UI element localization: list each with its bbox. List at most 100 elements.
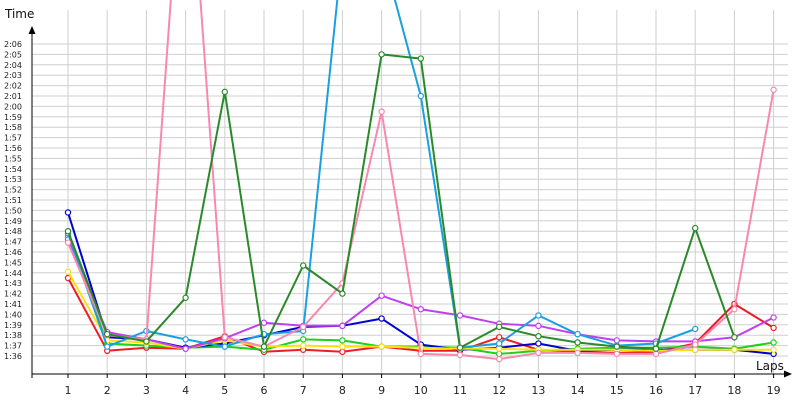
x-tick-label: 17	[688, 384, 702, 397]
data-point	[574, 330, 581, 338]
data-point	[339, 348, 346, 356]
axes: Time Laps	[4, 7, 792, 378]
data-point	[103, 343, 111, 350]
data-point	[496, 345, 503, 352]
data-point	[378, 315, 385, 322]
data-point	[456, 312, 464, 319]
y-tick-label: 1:39	[4, 321, 22, 330]
x-tick-label: 5	[221, 384, 228, 397]
data-point	[770, 314, 777, 321]
y-tick-label: 2:01	[4, 92, 22, 101]
y-tick-label: 2:05	[4, 50, 22, 59]
data-point	[652, 345, 660, 352]
x-tick-labels: 1 2 3 4 5 6 7 8 9 10 11 12 13 14 15 16 17 18 19	[65, 384, 781, 397]
series-line	[67, 0, 696, 349]
data-point	[535, 349, 542, 357]
data-point	[770, 86, 777, 93]
y-tick-label: 1:58	[4, 123, 22, 132]
x-tick-label: 19	[767, 384, 781, 397]
data-point	[692, 346, 699, 353]
y-tick-label: 2:03	[4, 71, 22, 80]
y-tick-label: 1:50	[4, 206, 22, 215]
data-point	[378, 51, 385, 58]
y-tick-label: 2:02	[4, 82, 22, 91]
y-tick-label: 1:44	[4, 269, 22, 278]
data-point	[613, 343, 621, 350]
y-tick-label: 1:52	[4, 186, 22, 195]
data-point	[182, 294, 189, 301]
data-point	[300, 323, 307, 331]
data-point	[182, 336, 189, 343]
data-point	[64, 268, 72, 275]
x-tick-label: 18	[727, 384, 741, 397]
x-tick-label: 9	[378, 384, 385, 397]
data-point	[574, 339, 581, 346]
data-point	[496, 350, 503, 358]
data-point	[770, 324, 777, 332]
data-point	[770, 339, 777, 346]
x-tick-label: 3	[143, 384, 150, 397]
y-axis-arrow	[28, 26, 36, 34]
series-line	[67, 53, 736, 350]
y-tick-label: 1:42	[4, 290, 22, 299]
data-point	[182, 345, 189, 352]
data-point	[221, 88, 228, 96]
data-point	[339, 343, 346, 350]
y-tick-label: 2:04	[4, 61, 22, 70]
y-tick-label: 1:40	[4, 310, 22, 319]
data-point	[143, 338, 150, 345]
data-point	[574, 349, 581, 357]
y-tick-label: 1:45	[4, 258, 22, 267]
x-tick-label: 16	[649, 384, 663, 397]
x-tick-label: 13	[531, 384, 545, 397]
x-tick-label: 7	[300, 384, 307, 397]
y-tick-labels: 1:361:37 1:381:39 1:401:411:42 1:431:44 1:45…	[4, 40, 22, 361]
x-tick-label: 4	[182, 384, 189, 397]
data-point	[417, 92, 424, 100]
data-point	[260, 319, 268, 326]
data-point	[260, 343, 268, 350]
x-tick-label: 1	[65, 384, 72, 397]
data-point	[731, 346, 738, 353]
x-tick-label: 2	[104, 384, 111, 397]
y-tick-label: 2:06	[4, 40, 22, 49]
data-point	[300, 336, 307, 343]
data-point	[378, 108, 385, 115]
data-point	[496, 323, 503, 331]
series	[64, 0, 777, 363]
y-tick-label: 1:51	[4, 196, 22, 205]
y-tick-label: 1:43	[4, 279, 22, 288]
data-point	[64, 227, 72, 235]
y-tick-label: 1:38	[4, 331, 22, 340]
y-tick-label: 1:53	[4, 175, 22, 184]
x-axis-arrow	[784, 370, 792, 378]
data-point	[221, 343, 228, 350]
x-tick-label: 14	[571, 384, 585, 397]
x-axis-title: Laps	[756, 359, 784, 373]
data-point	[731, 334, 738, 341]
x-tick-label: 6	[261, 384, 268, 397]
y-tick-label: 1:48	[4, 227, 22, 236]
y-tick-label: 1:37	[4, 342, 22, 351]
data-point	[417, 306, 424, 313]
data-point	[613, 350, 621, 358]
y-tick-label: 1:59	[4, 113, 22, 122]
data-point	[535, 312, 542, 319]
data-point	[496, 334, 503, 341]
y-axis-title: Time	[4, 7, 34, 21]
data-point	[339, 290, 346, 297]
data-point	[770, 346, 777, 353]
x-tick-label: 12	[492, 384, 506, 397]
y-tick-label: 2:00	[4, 102, 22, 111]
data-point	[456, 351, 464, 359]
data-point	[339, 337, 346, 344]
y-tick-label: 1:36	[4, 352, 22, 361]
data-point	[692, 224, 699, 232]
data-point	[300, 262, 307, 269]
x-tick-label: 11	[453, 384, 467, 397]
data-point	[692, 341, 699, 348]
y-tick-label: 1:47	[4, 238, 22, 247]
data-point	[692, 325, 699, 333]
data-point	[64, 209, 72, 216]
